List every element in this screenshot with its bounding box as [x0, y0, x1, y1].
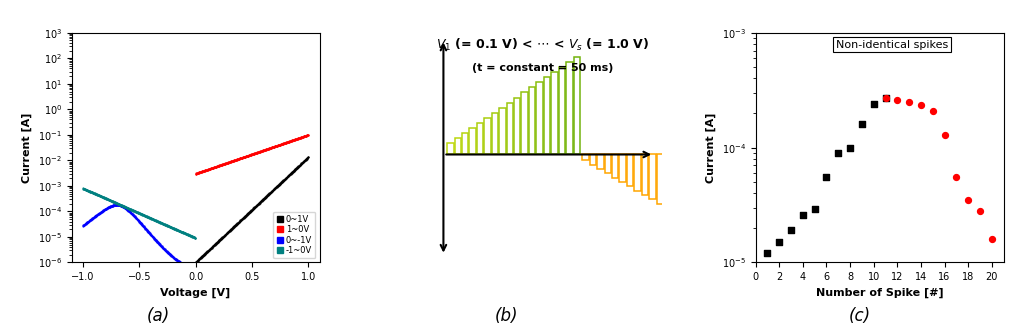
Y-axis label: Current [A]: Current [A] — [706, 113, 716, 183]
Text: (b): (b) — [496, 307, 518, 325]
Point — [807, 207, 823, 212]
Y-axis label: Current [A]: Current [A] — [22, 113, 32, 183]
Point — [830, 150, 847, 155]
Point — [972, 208, 988, 214]
Point — [878, 95, 894, 101]
Point — [878, 95, 894, 101]
Point — [925, 108, 941, 113]
Point — [818, 175, 835, 180]
Point — [865, 101, 882, 107]
Text: (c): (c) — [849, 307, 871, 325]
Point — [771, 239, 787, 245]
Point — [948, 175, 965, 180]
Point — [983, 236, 999, 242]
Point — [889, 97, 905, 103]
Point — [795, 212, 811, 217]
Text: (a): (a) — [147, 307, 170, 325]
Text: Non-identical spikes: Non-identical spikes — [836, 40, 948, 50]
Point — [842, 145, 858, 150]
X-axis label: Number of Spike [#]: Number of Spike [#] — [816, 288, 943, 298]
Text: $V_1$ (= 0.1 V) < $\cdots$ < $V_s$ (= 1.0 V): $V_1$ (= 0.1 V) < $\cdots$ < $V_s$ (= 1.… — [436, 37, 649, 53]
Text: (t = constant = 50 ms): (t = constant = 50 ms) — [472, 63, 613, 72]
Point — [901, 99, 918, 105]
Point — [959, 197, 976, 203]
Point — [912, 102, 929, 108]
Point — [760, 251, 776, 256]
Legend: 0~1V, 1~0V, 0~-1V, -1~0V: 0~1V, 1~0V, 0~-1V, -1~0V — [273, 212, 315, 258]
X-axis label: Voltage [V]: Voltage [V] — [161, 288, 230, 298]
Point — [854, 122, 870, 127]
Point — [783, 228, 800, 233]
Point — [936, 132, 952, 137]
